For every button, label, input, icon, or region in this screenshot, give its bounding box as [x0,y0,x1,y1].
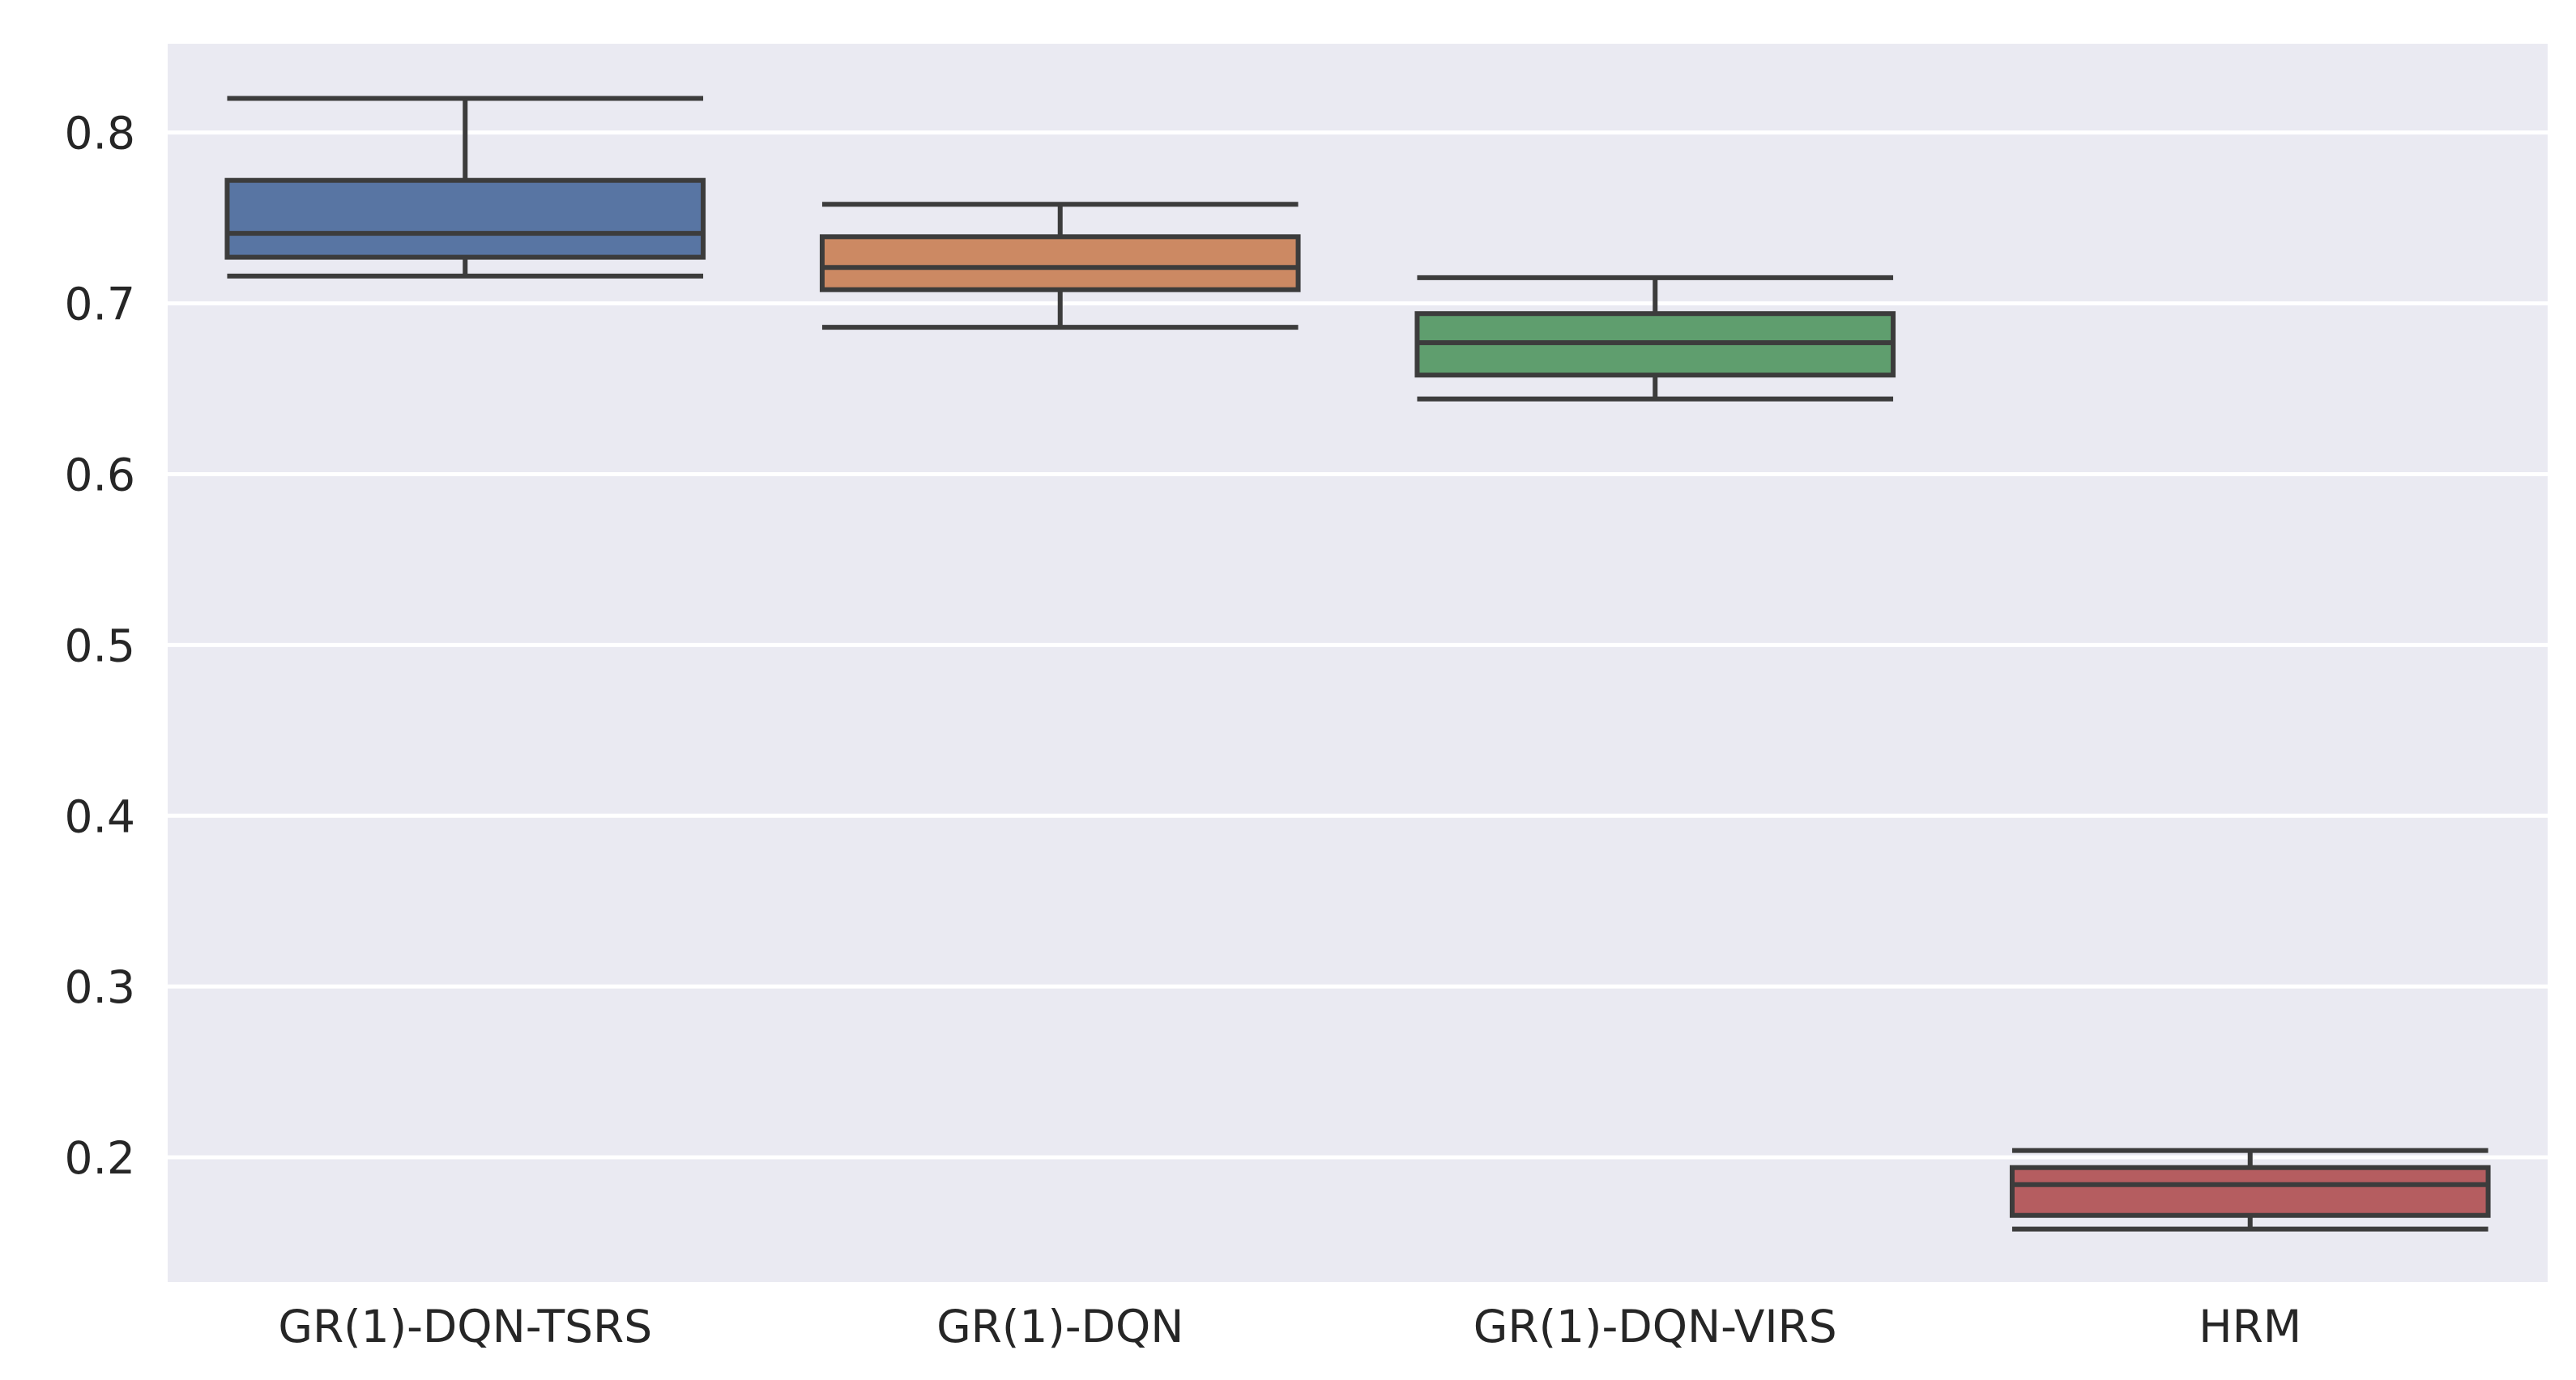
iqr-box [819,234,1301,292]
box-3 [1414,275,1896,402]
y-tick-label: 0.4 [65,790,135,842]
y-tick-label: 0.2 [65,1132,135,1184]
x-tick-label: GR(1)-DQN [936,1301,1184,1352]
x-tick-label: GR(1)-DQN-VIRS [1474,1301,1837,1352]
y-tick-label: 0.3 [65,961,135,1013]
y-tick-label: 0.7 [65,279,135,330]
x-axis-tick-labels: GR(1)-DQN-TSRS GR(1)-DQN GR(1)-DQN-VIRS HRM [278,1301,2301,1352]
box-2 [819,202,1301,330]
y-tick-label: 0.5 [65,620,135,671]
iqr-box [2009,1165,2491,1218]
y-tick-label: 0.6 [65,449,135,500]
box-1 [224,96,706,279]
y-tick-label: 0.8 [65,108,135,160]
x-tick-label: GR(1)-DQN-TSRS [278,1301,652,1352]
y-axis-tick-labels: 0.8 0.7 0.6 0.5 0.4 0.3 0.2 [65,108,135,1184]
x-tick-label: HRM [2199,1301,2301,1352]
box-4 [2009,1148,2491,1232]
gridlines-group [168,130,2548,1160]
boxes-group [224,96,2491,1232]
iqr-box [224,177,706,260]
